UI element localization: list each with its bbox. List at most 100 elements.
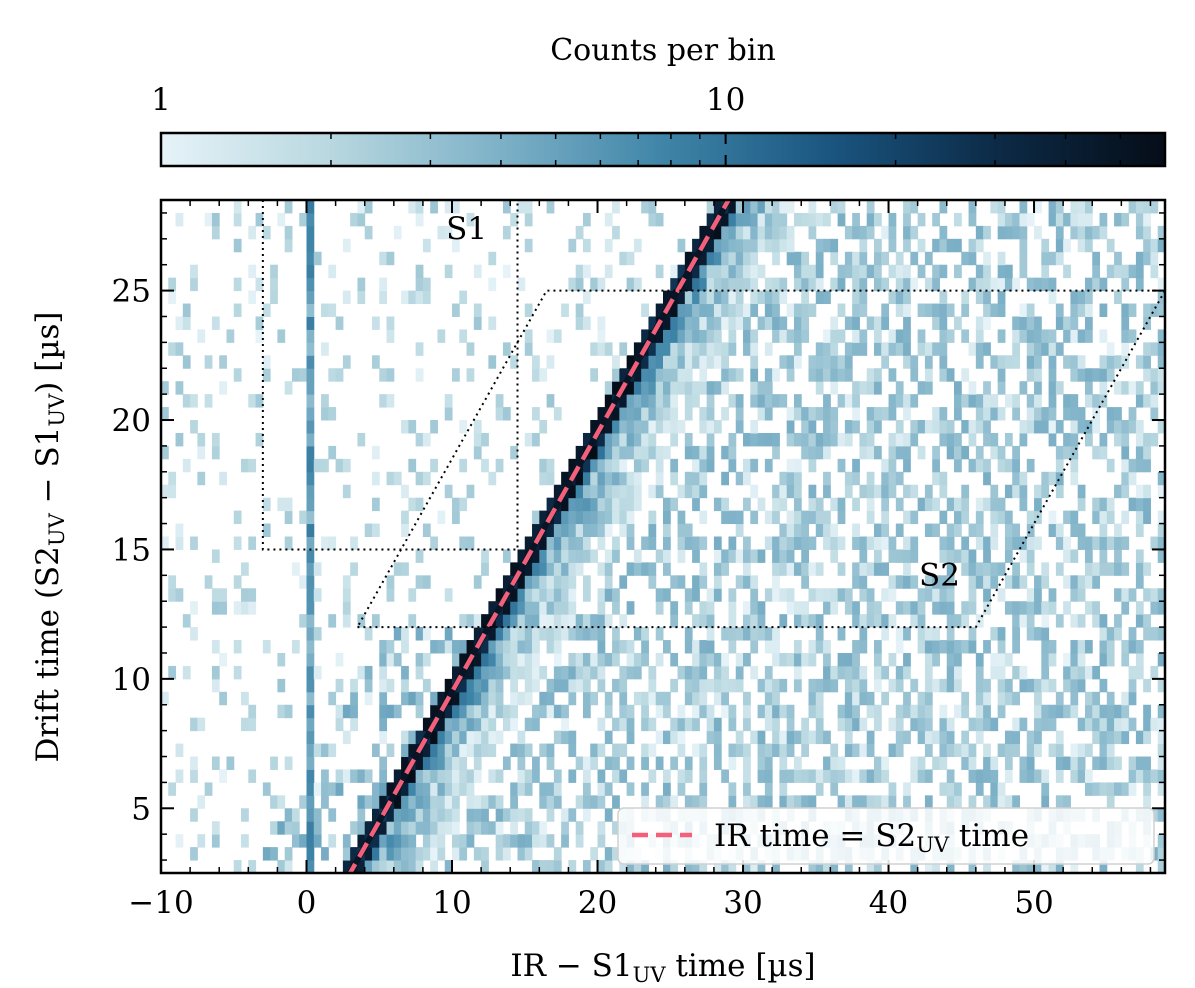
heatmap-cell <box>306 355 315 369</box>
heatmap-cell <box>386 860 395 873</box>
heatmap-cell <box>466 821 475 835</box>
heatmap-cell <box>779 471 788 486</box>
heatmap-cell <box>692 652 700 667</box>
heatmap-cell <box>997 782 1006 796</box>
heatmap-cell <box>313 743 322 758</box>
heatmap-cell <box>1121 562 1130 576</box>
heatmap-cell <box>604 432 613 447</box>
heatmap-cell <box>903 225 911 240</box>
heatmap-cell <box>866 407 875 421</box>
heatmap-cell <box>641 407 649 421</box>
heatmap-cell <box>633 860 642 873</box>
heatmap-cell <box>779 484 788 499</box>
heatmap-cell <box>284 756 293 770</box>
heatmap-cell <box>975 342 984 356</box>
heatmap-cell <box>357 614 366 628</box>
heatmap-cell <box>939 484 948 499</box>
heatmap-cell <box>335 704 344 719</box>
heatmap-cell <box>837 510 846 525</box>
heatmap-cell <box>801 601 810 615</box>
heatmap-cell <box>219 588 227 602</box>
heatmap-cell <box>859 627 868 641</box>
heatmap-cell <box>1070 860 1079 873</box>
heatmap-cell <box>670 355 679 369</box>
heatmap-cell <box>1070 407 1079 421</box>
heatmap-cell <box>452 795 460 809</box>
heatmap-cell <box>823 355 831 369</box>
heatmap-cell <box>735 251 744 266</box>
heatmap-cell <box>641 420 649 434</box>
heatmap-cell <box>633 342 642 356</box>
heatmap-cell <box>983 394 991 408</box>
heatmap-cell <box>1099 445 1108 460</box>
heatmap-cell <box>750 225 759 240</box>
heatmap-cell <box>663 769 671 783</box>
heatmap-cell <box>743 562 751 576</box>
heatmap-cell <box>997 562 1006 576</box>
heatmap-cell <box>793 394 802 408</box>
heatmap-cell <box>801 536 810 550</box>
heatmap-cell <box>772 432 780 447</box>
heatmap-cell <box>1026 277 1035 292</box>
heatmap-cell <box>582 458 591 473</box>
heatmap-cell <box>546 394 555 408</box>
heatmap-cell <box>1084 769 1093 783</box>
heatmap-cell <box>757 200 766 214</box>
heatmap-cell <box>473 821 482 835</box>
heatmap-cell <box>808 640 817 654</box>
heatmap-cell <box>939 471 948 486</box>
heatmap-cell <box>859 549 868 563</box>
heatmap-cell <box>459 743 468 758</box>
heatmap-cell <box>677 523 686 537</box>
heatmap-cell <box>917 264 926 279</box>
heatmap-cell <box>852 562 860 576</box>
heatmap-cell <box>1150 200 1159 214</box>
heatmap-cell <box>779 549 788 563</box>
heatmap-cell <box>808 691 817 706</box>
heatmap-cell <box>546 471 555 486</box>
heatmap-cell <box>452 691 460 706</box>
heatmap-cell <box>779 329 788 343</box>
heatmap-cell <box>728 756 737 770</box>
heatmap-cell <box>757 381 766 395</box>
heatmap-cell <box>808 368 817 382</box>
heatmap-cell <box>721 704 729 719</box>
heatmap-cell <box>808 458 817 473</box>
heatmap-cell <box>801 251 810 266</box>
heatmap-cell <box>619 717 628 732</box>
heatmap-cell <box>663 730 671 745</box>
heatmap-cell <box>626 381 635 395</box>
heatmap-cell <box>750 665 759 680</box>
heatmap-cell <box>975 316 984 330</box>
heatmap-cell <box>161 381 169 395</box>
heatmap-cell <box>903 407 911 421</box>
heatmap-cell <box>481 860 489 873</box>
heatmap-cell <box>764 432 773 447</box>
heatmap-cell <box>517 200 526 214</box>
heatmap-cell <box>619 665 628 680</box>
x-tick-label: 20 <box>578 885 617 921</box>
heatmap-cell <box>401 640 409 654</box>
heatmap-cell <box>713 497 722 512</box>
heatmap-cell <box>481 652 489 667</box>
heatmap-cell <box>561 601 569 615</box>
heatmap-cell <box>1012 277 1020 292</box>
heatmap-cell <box>401 290 409 305</box>
heatmap-cell <box>764 665 773 680</box>
heatmap-cell <box>677 575 686 589</box>
heatmap-cell <box>1048 407 1057 421</box>
heatmap-cell <box>1099 782 1108 796</box>
heatmap-cell <box>1026 860 1035 873</box>
heatmap-cell <box>946 303 955 317</box>
heatmap-cell <box>328 536 337 550</box>
heatmap-cell <box>641 640 649 654</box>
heatmap-cell <box>699 471 708 486</box>
heatmap-cell <box>612 652 620 667</box>
heatmap-cell <box>1019 769 1028 783</box>
heatmap-cell <box>546 808 555 822</box>
heatmap-cell <box>721 497 729 512</box>
heatmap-cell <box>197 329 206 343</box>
heatmap-cell <box>190 536 198 550</box>
heatmap-cell <box>255 394 264 408</box>
heatmap-cell <box>393 471 402 486</box>
